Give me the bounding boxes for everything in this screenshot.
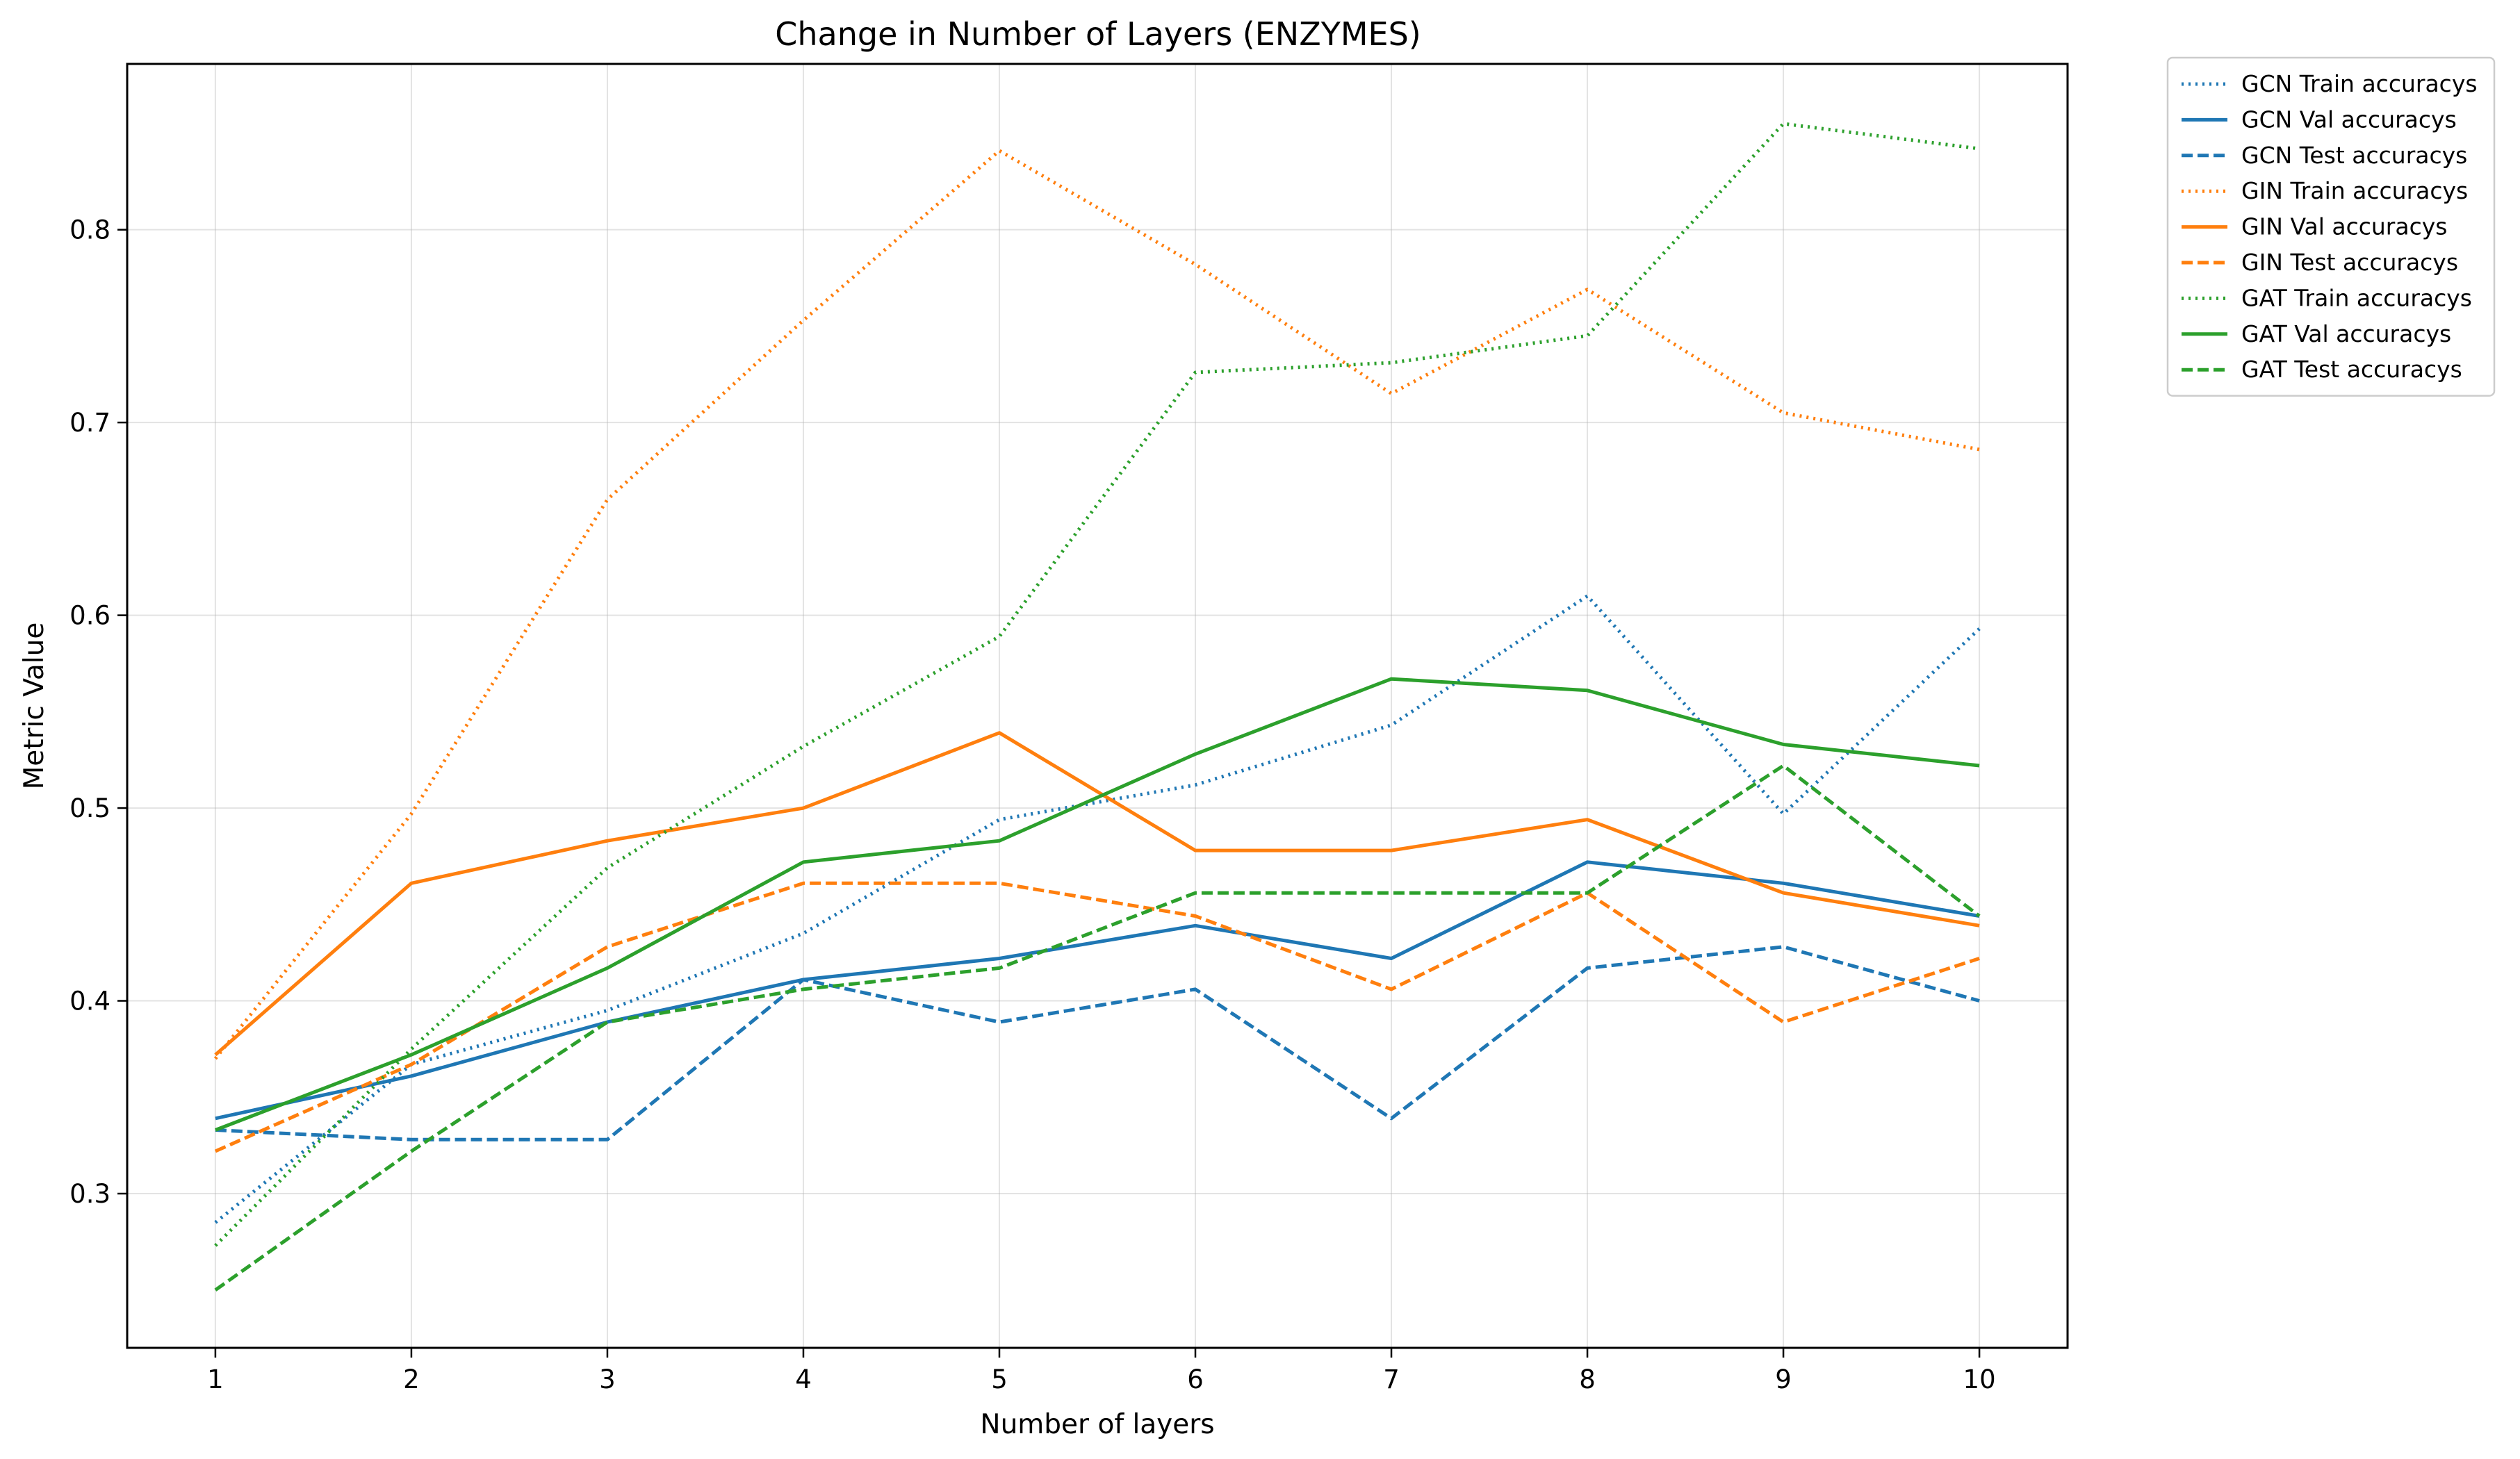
y-tick-label: 0.6 bbox=[69, 601, 111, 631]
x-tick-label: 4 bbox=[795, 1365, 812, 1394]
legend-label: GIN Test accuracys bbox=[2241, 249, 2458, 276]
x-tick-label: 6 bbox=[1187, 1365, 1204, 1394]
x-tick-label: 1 bbox=[207, 1365, 224, 1394]
series-line-8 bbox=[214, 764, 1981, 1292]
y-tick-label: 0.8 bbox=[69, 215, 111, 245]
x-tick-label: 3 bbox=[599, 1365, 616, 1394]
legend-label: GAT Val accuracys bbox=[2241, 320, 2451, 347]
y-tick-label: 0.5 bbox=[69, 793, 111, 823]
x-tick-label: 10 bbox=[1963, 1365, 1996, 1394]
x-tick-label: 9 bbox=[1775, 1365, 1792, 1394]
legend-label: GCN Train accuracys bbox=[2241, 70, 2478, 97]
legend-label: GIN Val accuracys bbox=[2241, 213, 2447, 240]
series-lines bbox=[213, 122, 1981, 1292]
y-axis: 0.3 0.4 0.5 0.6 0.7 0.8 bbox=[69, 215, 127, 1209]
chart-title: Change in Number of Layers (ENZYMES) bbox=[775, 15, 1421, 53]
series-line-4 bbox=[214, 731, 1980, 1057]
series-line-7 bbox=[215, 677, 1980, 1132]
legend-label: GCN Test accuracys bbox=[2241, 142, 2467, 169]
legend-label: GIN Train accuracys bbox=[2241, 177, 2468, 204]
legend-box bbox=[2166, 56, 2496, 397]
x-axis-label: Number of layers bbox=[980, 1409, 1214, 1440]
legend-label: GAT Train accuracys bbox=[2241, 284, 2472, 311]
y-tick-label: 0.7 bbox=[69, 408, 111, 438]
legend: GCN Train accuracys GCN Val accuracys GCN … bbox=[2166, 56, 2496, 397]
legend-label: GAT Test accuracys bbox=[2241, 356, 2462, 383]
grid-lines bbox=[127, 64, 2068, 1348]
x-tick-label: 5 bbox=[991, 1365, 1008, 1394]
x-tick-label: 2 bbox=[403, 1365, 420, 1394]
y-axis-label: Metric Value bbox=[19, 623, 50, 790]
x-tick-label: 8 bbox=[1579, 1365, 1596, 1394]
legend-label: GCN Val accuracys bbox=[2241, 106, 2457, 133]
plot-frame bbox=[126, 63, 2069, 1349]
x-tick-label: 7 bbox=[1383, 1365, 1400, 1394]
series-line-5 bbox=[214, 881, 1980, 1153]
series-line-6 bbox=[214, 122, 1980, 1247]
x-axis: 1 2 3 4 5 6 7 8 9 10 bbox=[207, 1348, 1996, 1394]
series-line-3 bbox=[213, 149, 1980, 1060]
y-tick-label: 0.4 bbox=[69, 987, 111, 1016]
series-line-1 bbox=[215, 860, 1980, 1121]
y-tick-label: 0.3 bbox=[69, 1179, 111, 1209]
